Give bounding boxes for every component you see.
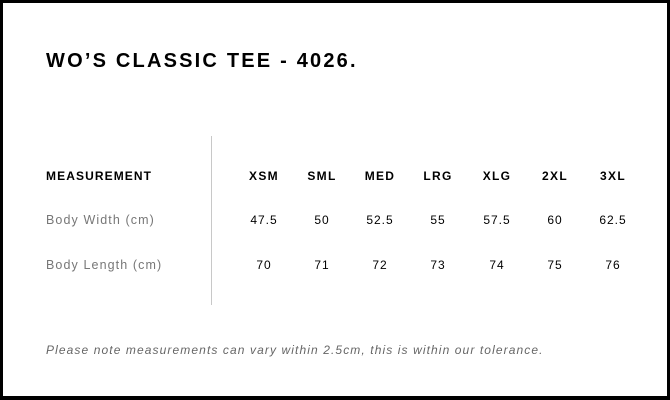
table-cell: 73 [430, 258, 446, 272]
table-cell: 50 [314, 213, 330, 227]
measurement-header: MEASUREMENT [46, 169, 153, 183]
page-title: WO’S CLASSIC TEE - 4026. [46, 50, 358, 72]
size-header-3xl: 3XL [600, 169, 626, 183]
row-label: Body Length (cm) [46, 258, 163, 272]
table-cell: 47.5 [250, 213, 278, 227]
table-cell: 72 [372, 258, 388, 272]
table-cell: 70 [256, 258, 272, 272]
table-cell: 57.5 [483, 213, 511, 227]
table-cell: 52.5 [366, 213, 394, 227]
size-header-sml: SML [307, 169, 337, 183]
column-divider [211, 136, 212, 305]
size-header-xlg: XLG [482, 169, 512, 183]
table-cell: 75 [547, 258, 563, 272]
row-label: Body Width (cm) [46, 213, 155, 227]
table-cell: 60 [547, 213, 563, 227]
size-header-2xl: 2XL [542, 169, 568, 183]
table-cell: 62.5 [599, 213, 627, 227]
tolerance-note: Please note measurements can vary within… [46, 343, 544, 357]
table-cell: 71 [314, 258, 330, 272]
size-header-xsm: XSM [249, 169, 279, 183]
size-header-med: MED [364, 169, 396, 183]
table-cell: 55 [430, 213, 446, 227]
size-header-lrg: LRG [423, 169, 453, 183]
table-cell: 74 [489, 258, 505, 272]
table-cell: 76 [605, 258, 621, 272]
